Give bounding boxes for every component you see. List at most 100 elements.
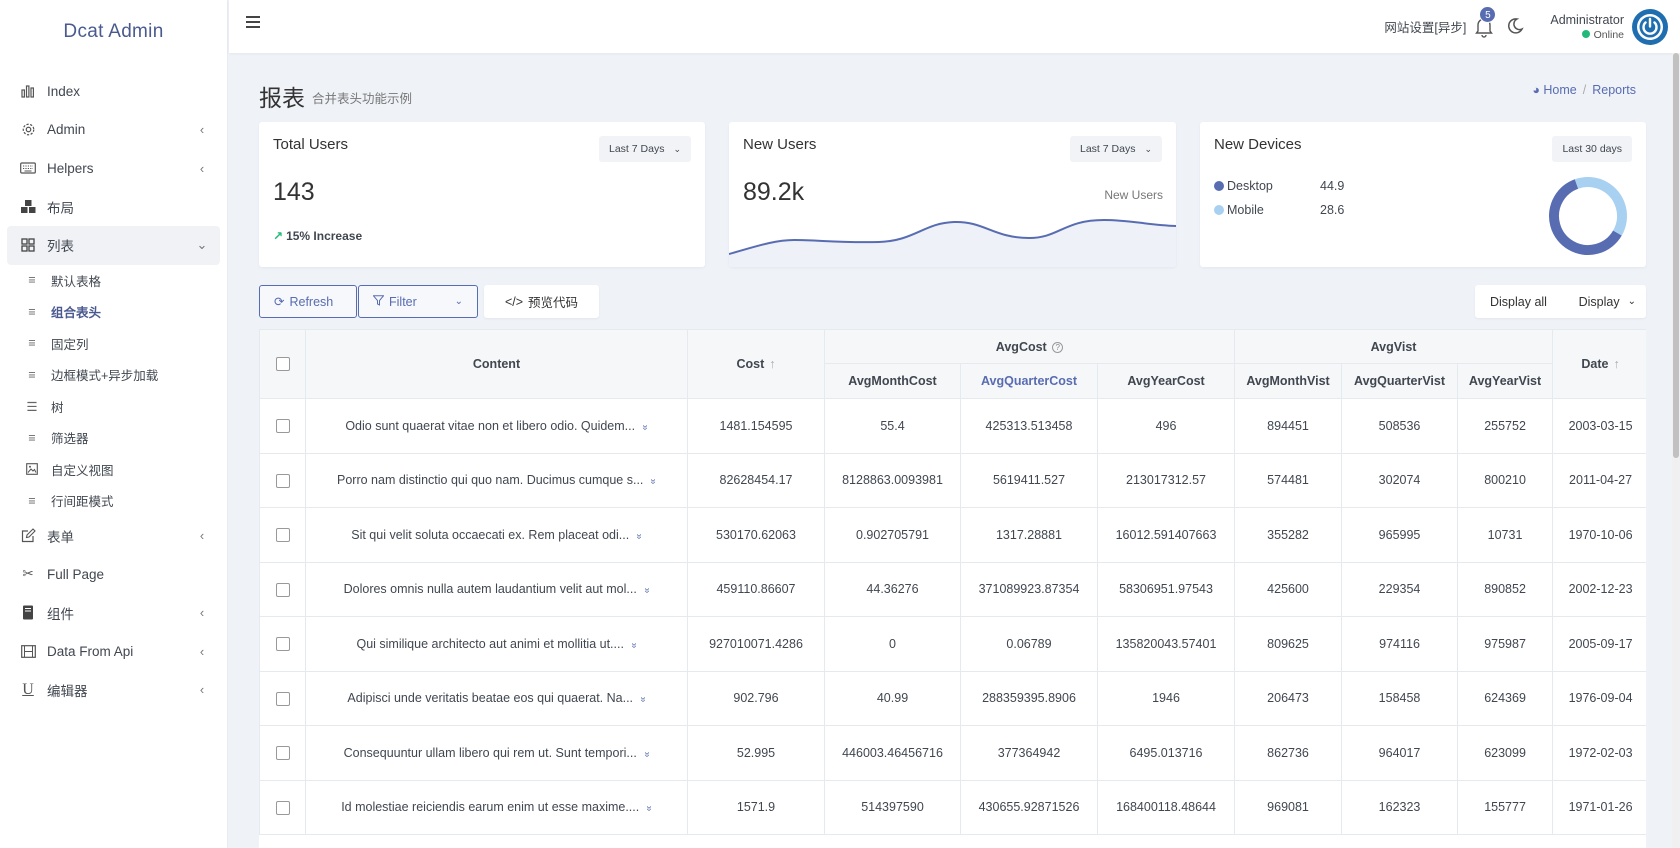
cell-value: 229354 bbox=[1378, 582, 1421, 597]
period-dropdown[interactable]: Last 7 Days ⌄ bbox=[599, 136, 691, 162]
table-row[interactable]: Consequuntur ullam libero qui rem ut. Su… bbox=[259, 725, 1646, 781]
sidebar-item-layout[interactable]: 布局 bbox=[7, 188, 220, 227]
col-cost-label: Cost bbox=[736, 357, 765, 371]
row-checkbox[interactable] bbox=[275, 637, 290, 652]
refresh-button[interactable]: ⟳ Refresh bbox=[259, 285, 357, 318]
sidebar-subitem-tree[interactable]: ☰ 树 bbox=[7, 391, 220, 423]
table-cell: 377364942 bbox=[960, 725, 1098, 781]
table-cell: 459110.86607 bbox=[687, 561, 825, 617]
table-row[interactable]: Dolores omnis nulla autem laudantium vel… bbox=[259, 561, 1646, 617]
expand-icon[interactable]: » bbox=[647, 478, 659, 485]
breadcrumb-home[interactable]: Home bbox=[1543, 83, 1577, 97]
sidebar-item-index[interactable]: Index bbox=[7, 72, 220, 111]
table-row[interactable]: Id molestiae reiciendis earum enim ut es… bbox=[259, 779, 1646, 835]
chevron-left-icon: ‹ bbox=[199, 643, 205, 659]
table-cell: 496 bbox=[1096, 398, 1236, 454]
avatar[interactable] bbox=[1632, 8, 1668, 45]
sidebar-item-data-from-api[interactable]: Data From Api ‹ bbox=[7, 632, 220, 671]
devices-donut-chart bbox=[1549, 177, 1627, 255]
breadcrumb-current[interactable]: Reports bbox=[1592, 83, 1636, 97]
online-dot-icon bbox=[1581, 29, 1590, 38]
display-all-label[interactable]: Display all bbox=[1490, 294, 1547, 309]
site-settings-link[interactable]: 网站设置[异步] bbox=[1384, 21, 1467, 35]
brand-logo[interactable]: Dcat Admin bbox=[63, 21, 164, 42]
table-row[interactable]: Qui similique architecto aut animi et mo… bbox=[259, 616, 1646, 672]
filter-button[interactable]: Filter ⌄ bbox=[358, 285, 478, 318]
card-title: New Devices bbox=[1214, 136, 1302, 153]
table-cell: 0 bbox=[824, 616, 961, 672]
expand-icon[interactable]: » bbox=[637, 696, 649, 703]
table-cell: 508536 bbox=[1341, 398, 1459, 454]
col-avg-quarter-cost[interactable]: AvgQuarterCost bbox=[960, 363, 1098, 399]
sort-icon[interactable]: ↑ bbox=[769, 357, 776, 371]
table-cell: 1571.9 bbox=[687, 779, 825, 835]
period-dropdown-label: Last 7 Days bbox=[1080, 143, 1136, 155]
sidebar-subitem-combined-header[interactable]: ≡ 组合表头 bbox=[7, 296, 220, 328]
expand-icon[interactable]: » bbox=[639, 424, 651, 431]
table-row[interactable]: Odio sunt quaerat vitae non et libero od… bbox=[259, 398, 1646, 454]
preview-code-button[interactable]: </> 预览代码 bbox=[484, 285, 599, 318]
row-checkbox[interactable] bbox=[275, 473, 290, 488]
table-cell: 2003-03-15 bbox=[1552, 398, 1646, 454]
sidebar-subitem-fixed-columns[interactable]: ≡ 固定列 bbox=[7, 328, 220, 360]
table-cell: 624369 bbox=[1457, 670, 1554, 726]
table-row[interactable]: Adipisci unde veritatis beatae eos qui q… bbox=[259, 670, 1646, 726]
table-cell: 974116 bbox=[1341, 616, 1459, 672]
notifications-button[interactable]: 5 bbox=[1474, 5, 1497, 38]
sidebar-subitem-filter[interactable]: ≡ 筛选器 bbox=[7, 422, 220, 454]
table-cell: 162323 bbox=[1341, 779, 1459, 835]
sort-icon[interactable]: ↑ bbox=[1613, 357, 1620, 371]
table-cell: 809625 bbox=[1234, 616, 1343, 672]
row-checkbox[interactable] bbox=[275, 419, 290, 434]
sidebar-item-form[interactable]: 表单 ‹ bbox=[7, 517, 220, 556]
sidebar-subitem-custom-view[interactable]: 自定义视图 bbox=[7, 454, 220, 486]
period-dropdown[interactable]: Last 30 days bbox=[1552, 136, 1632, 162]
row-checkbox[interactable] bbox=[275, 800, 290, 815]
sidebar-item-list[interactable]: 列表 ⌄ bbox=[7, 226, 220, 265]
cell-value: 430655.92871526 bbox=[978, 800, 1080, 815]
col-date[interactable]: Date ↑ bbox=[1552, 329, 1646, 399]
data-table: Content Cost ↑ AvgCost ? AvgVist Date ↑ Av… bbox=[259, 329, 1646, 848]
expand-icon[interactable]: » bbox=[633, 533, 645, 540]
chevron-down-icon: ⌄ bbox=[673, 143, 681, 154]
row-checkbox[interactable] bbox=[275, 746, 290, 761]
sidebar-item-components[interactable]: 组件 ‹ bbox=[7, 594, 220, 633]
total-users-card: Total Users Last 7 Days ⌄ 143 ↗ 15% Increa… bbox=[259, 122, 705, 267]
dark-mode-toggle[interactable] bbox=[1506, 17, 1526, 37]
table-cell: 55.4 bbox=[824, 398, 961, 454]
cell-value: 574481 bbox=[1267, 473, 1309, 488]
expand-icon[interactable]: » bbox=[643, 805, 655, 812]
cell-value: 377364942 bbox=[997, 745, 1061, 760]
table-cell: 894451 bbox=[1234, 398, 1343, 454]
table-cell: 514397590 bbox=[824, 779, 961, 835]
help-icon[interactable]: ? bbox=[1052, 341, 1064, 353]
table-row[interactable]: Sit qui velit soluta occaecati ex. Rem p… bbox=[259, 507, 1646, 563]
new-devices-card: New Devices Last 30 days Desktop 44.9 Mo… bbox=[1200, 122, 1646, 267]
sidebar-subitem-default-table[interactable]: ≡ 默认表格 bbox=[7, 265, 220, 297]
underline-icon: U bbox=[22, 680, 34, 698]
display-dropdown[interactable]: Display all Display ⌄ bbox=[1475, 285, 1646, 318]
expand-icon[interactable]: » bbox=[641, 587, 653, 594]
col-cost[interactable]: Cost ↑ bbox=[687, 329, 825, 399]
sidebar-item-admin[interactable]: Admin ‹ bbox=[7, 111, 220, 150]
cell-value: 1946 bbox=[1152, 691, 1180, 706]
scrollbar-thumb[interactable] bbox=[1673, 53, 1679, 458]
row-checkbox[interactable] bbox=[275, 528, 290, 543]
select-all-checkbox[interactable] bbox=[275, 357, 290, 372]
period-dropdown[interactable]: Last 7 Days ⌄ bbox=[1070, 136, 1162, 162]
menu-toggle-icon[interactable] bbox=[246, 16, 260, 28]
sidebar-item-editor[interactable]: U 编辑器 ‹ bbox=[7, 671, 220, 710]
table-row[interactable]: Porro nam distinctio qui quo nam. Ducimu… bbox=[259, 452, 1646, 508]
user-menu[interactable]: Administrator Online bbox=[1550, 13, 1624, 41]
sidebar-subitem-row-spacing[interactable]: ≡ 行间距模式 bbox=[7, 485, 220, 517]
page-scrollbar[interactable] bbox=[1672, 53, 1680, 848]
row-checkbox[interactable] bbox=[275, 582, 290, 597]
sidebar-item-helpers[interactable]: Helpers ‹ bbox=[7, 149, 220, 188]
user-name: Administrator bbox=[1550, 12, 1624, 27]
row-checkbox[interactable] bbox=[275, 691, 290, 706]
expand-icon[interactable]: » bbox=[628, 642, 640, 649]
sidebar-item-full-page[interactable]: ✂ Full Page bbox=[7, 555, 220, 594]
col-group-avg-cost: AvgCost ? bbox=[823, 329, 1236, 364]
sidebar-subitem-border-async[interactable]: ≡ 边框模式+异步加载 bbox=[7, 359, 220, 391]
expand-icon[interactable]: » bbox=[641, 751, 653, 758]
